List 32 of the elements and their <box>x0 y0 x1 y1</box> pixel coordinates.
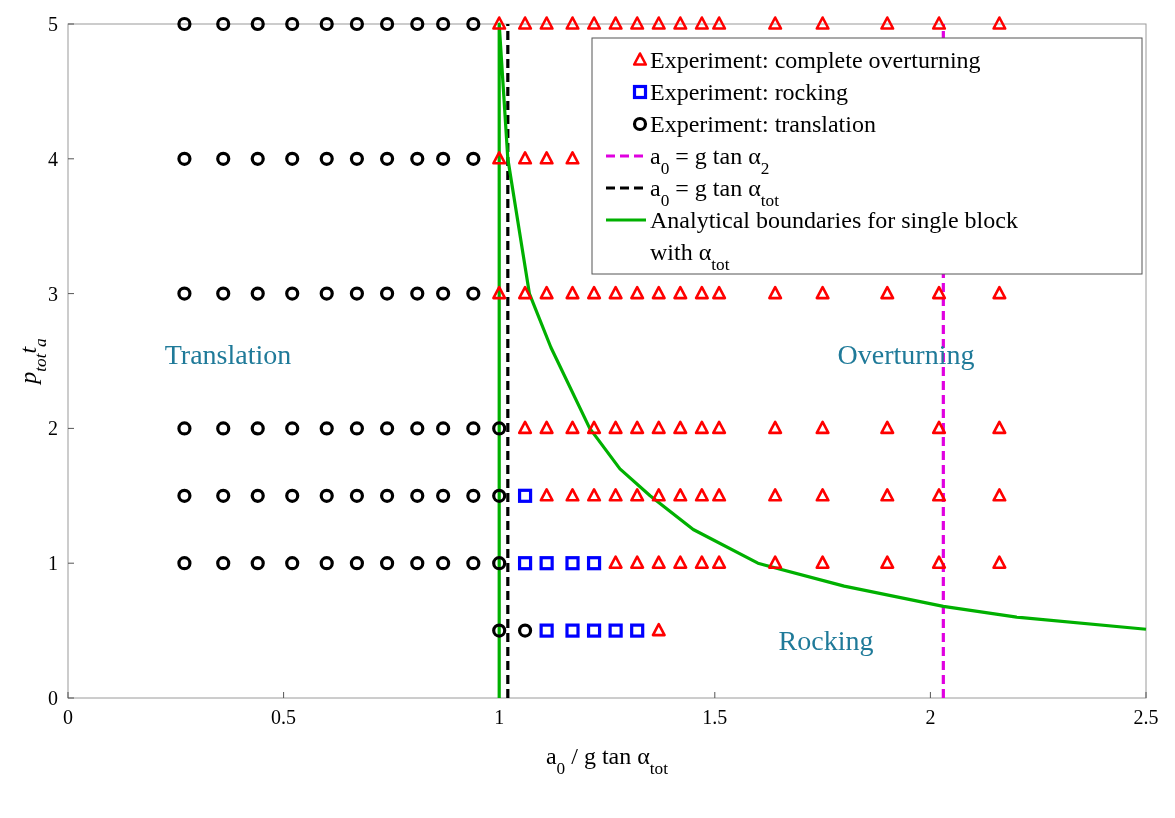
y-tick-label: 4 <box>48 147 58 170</box>
y-tick-label: 2 <box>48 417 58 440</box>
y-tick-label: 0 <box>48 687 58 709</box>
point <box>608 623 623 638</box>
x-tick-label: 0.5 <box>271 706 297 728</box>
x-axis-title: a$_{0}$ / g tan α$_{tot}$ <box>545 743 669 778</box>
x-tick-label: 0 <box>63 706 73 728</box>
y-tick-label: 1 <box>48 552 58 575</box>
annotation: Rocking <box>778 625 874 656</box>
y-tick-label: 3 <box>48 282 58 305</box>
point <box>565 556 580 571</box>
point <box>630 623 645 638</box>
point <box>539 556 554 571</box>
legend-label: a$_{0}$ = g tan α$_{2}$ <box>650 143 770 178</box>
legend-label: Experiment: translation <box>650 111 876 137</box>
point <box>565 623 580 638</box>
legend-label: Experiment: rocking <box>650 79 848 105</box>
point <box>517 488 533 503</box>
point <box>586 556 602 571</box>
annotation: Translation <box>164 339 292 370</box>
x-tick-label: 1 <box>494 706 505 728</box>
y-tick-label: 5 <box>48 13 58 35</box>
x-tick-label: 2.5 <box>1133 706 1159 728</box>
annotation: Overturning <box>837 339 975 370</box>
point <box>586 623 602 638</box>
point <box>539 623 554 638</box>
legend-label: a$_{0}$ = g tan α$_{tot}$ <box>650 175 780 210</box>
legend-label: Analytical boundaries for single block with α$_{tot}$ <box>650 207 1018 274</box>
x-tick-label: 2 <box>925 706 936 728</box>
point <box>517 556 533 571</box>
legend-label: Experiment: complete overturning <box>650 47 981 73</box>
x-tick-label: 1.5 <box>702 706 728 728</box>
